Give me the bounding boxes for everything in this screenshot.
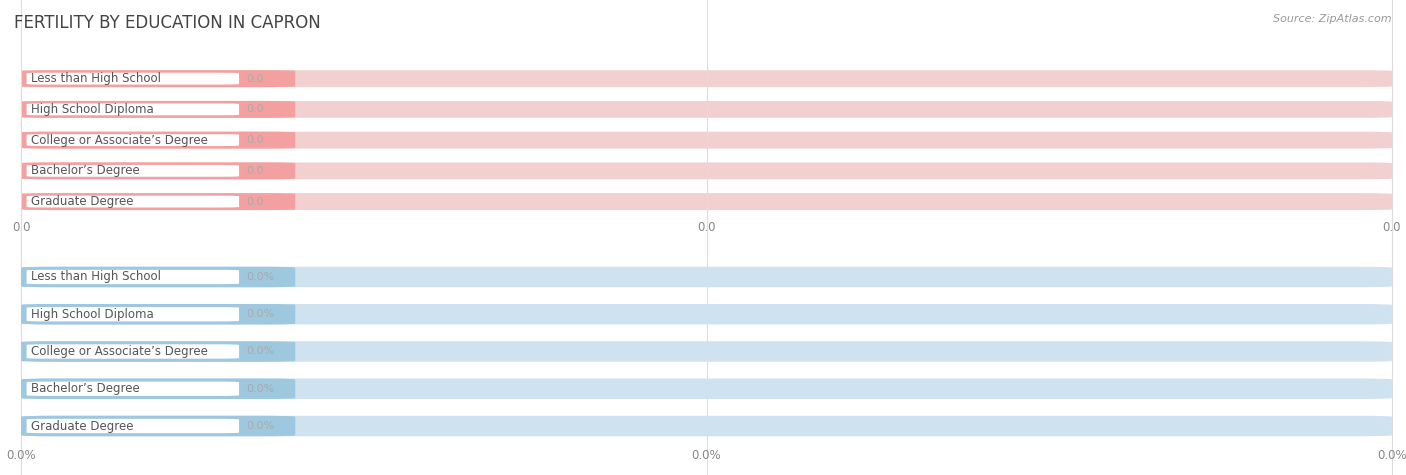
FancyBboxPatch shape [27, 270, 239, 284]
Text: High School Diploma: High School Diploma [31, 308, 153, 321]
FancyBboxPatch shape [27, 344, 239, 359]
Text: College or Associate’s Degree: College or Associate’s Degree [31, 345, 208, 358]
Text: Graduate Degree: Graduate Degree [31, 195, 134, 208]
Text: FERTILITY BY EDUCATION IN CAPRON: FERTILITY BY EDUCATION IN CAPRON [14, 14, 321, 32]
Text: Source: ZipAtlas.com: Source: ZipAtlas.com [1274, 14, 1392, 24]
Text: Graduate Degree: Graduate Degree [31, 419, 134, 433]
FancyBboxPatch shape [21, 162, 1392, 180]
FancyBboxPatch shape [27, 381, 239, 396]
FancyBboxPatch shape [21, 70, 1392, 87]
FancyBboxPatch shape [21, 379, 1392, 399]
Text: College or Associate’s Degree: College or Associate’s Degree [31, 133, 208, 147]
FancyBboxPatch shape [21, 162, 295, 180]
FancyBboxPatch shape [27, 165, 239, 177]
Text: Less than High School: Less than High School [31, 270, 160, 284]
FancyBboxPatch shape [21, 267, 295, 287]
Text: 0.0%: 0.0% [246, 272, 274, 282]
FancyBboxPatch shape [21, 101, 295, 118]
FancyBboxPatch shape [27, 196, 239, 208]
FancyBboxPatch shape [21, 193, 1392, 210]
FancyBboxPatch shape [21, 70, 295, 87]
FancyBboxPatch shape [21, 132, 295, 149]
Text: 0.0: 0.0 [246, 74, 263, 84]
FancyBboxPatch shape [27, 104, 239, 115]
FancyBboxPatch shape [21, 379, 295, 399]
Text: Less than High School: Less than High School [31, 72, 160, 85]
Text: 0.0: 0.0 [246, 104, 263, 114]
Text: 0.0: 0.0 [246, 166, 263, 176]
FancyBboxPatch shape [21, 267, 1392, 287]
FancyBboxPatch shape [27, 134, 239, 146]
FancyBboxPatch shape [21, 193, 295, 210]
FancyBboxPatch shape [27, 419, 239, 433]
FancyBboxPatch shape [27, 307, 239, 322]
FancyBboxPatch shape [21, 341, 1392, 362]
FancyBboxPatch shape [21, 304, 295, 324]
FancyBboxPatch shape [21, 416, 1392, 436]
FancyBboxPatch shape [21, 341, 295, 362]
Text: 0.0: 0.0 [246, 197, 263, 207]
Text: Bachelor’s Degree: Bachelor’s Degree [31, 164, 139, 177]
FancyBboxPatch shape [27, 73, 239, 85]
Text: 0.0%: 0.0% [246, 346, 274, 357]
Text: 0.0%: 0.0% [246, 309, 274, 319]
Text: Bachelor’s Degree: Bachelor’s Degree [31, 382, 139, 395]
Text: 0.0%: 0.0% [246, 384, 274, 394]
FancyBboxPatch shape [21, 416, 295, 436]
FancyBboxPatch shape [21, 304, 1392, 324]
FancyBboxPatch shape [21, 101, 1392, 118]
Text: 0.0%: 0.0% [246, 421, 274, 431]
Text: 0.0: 0.0 [246, 135, 263, 145]
Text: High School Diploma: High School Diploma [31, 103, 153, 116]
FancyBboxPatch shape [21, 132, 1392, 149]
